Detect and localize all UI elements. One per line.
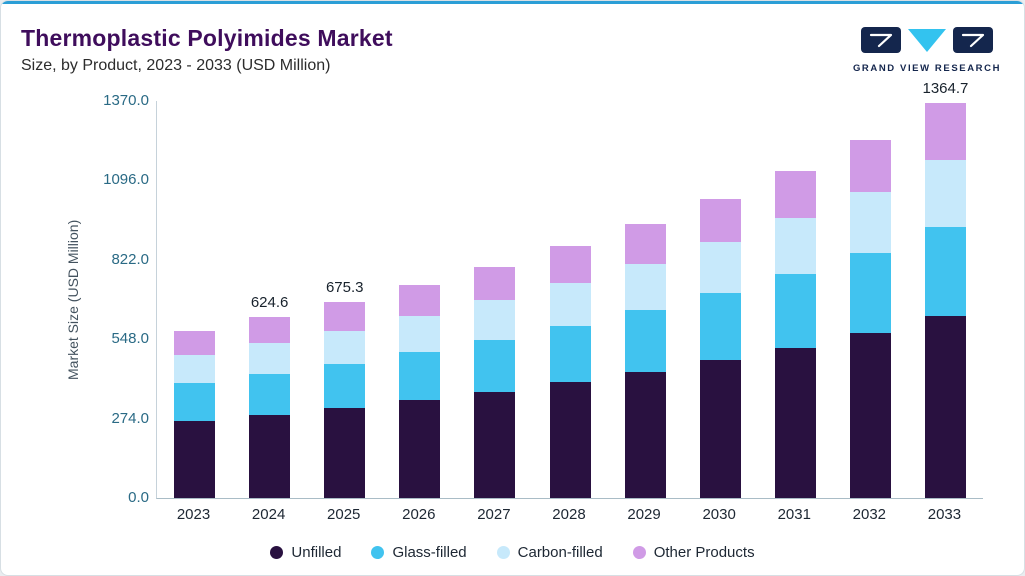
bar-segment-other-products [699,198,741,243]
x-axis-label: 2025 [327,506,361,523]
bar-segment-glass-filled [699,292,741,361]
legend-label: Other Products [653,544,755,561]
y-tick-label: 0.0 [128,489,149,506]
logo-icon [861,27,993,53]
bar-segment-carbon-filled [324,330,366,364]
page-subtitle: Size, by Product, 2023 - 2033 (USD Milli… [21,57,331,74]
bar-segment-unfilled [249,414,291,498]
x-axis-label: 2027 [477,506,511,523]
x-axis-label: 2023 [176,506,211,523]
bar-segment-glass-filled [399,352,441,401]
legend-item-unfilled: Unfilled [270,544,341,561]
bar-segment-other-products [174,330,216,355]
bar-segment-glass-filled [624,310,666,372]
legend-label: Unfilled [291,544,342,561]
bar-segment-carbon-filled [924,159,966,228]
bar-segment-glass-filled [924,227,966,317]
grand-view-research-logo: GRAND VIEW RESEARCH [852,27,1002,74]
bar-segment-other-products [849,140,891,193]
bar-2028 [549,246,591,498]
bar-segment-carbon-filled [174,354,216,384]
top-accent-bar [1,1,1024,4]
bar-segment-unfilled [699,360,741,498]
x-axis-label: 2026 [402,506,436,523]
bar-segment-glass-filled [174,383,216,421]
bar-2026 [399,285,441,498]
bar-segment-carbon-filled [774,218,816,274]
bar-2032 [849,140,891,498]
legend-dot-carbon-filled [496,546,510,559]
bar-segment-carbon-filled [849,192,891,253]
bar-segment-unfilled [549,382,591,498]
legend-label: Carbon-filled [517,544,603,561]
bar-total-label: 675.3 [325,279,364,297]
bar-segment-unfilled [324,408,366,498]
bar-segment-other-products [249,317,291,344]
y-tick-label: 548.0 [111,330,149,348]
bar-segment-unfilled [624,371,666,498]
bar-2025 [324,302,366,498]
y-axis: 0.0 274.0 548.0 822.0 1096.0 1370.0 [65,92,149,506]
legend: Unfilled Glass-filled Carbon-filled Other P… [1,544,1024,561]
legend-dot-unfilled [270,546,284,559]
bar-segment-unfilled [924,316,966,498]
y-tick-label: 822.0 [111,250,149,268]
bar-2031 [774,170,816,498]
x-axis-label: 2029 [627,506,661,523]
bar-segment-other-products [324,302,366,331]
x-axis: 2023 2024 2025 2026 2027 2028 2029 2030 2031 2032… [156,506,982,526]
bar-2027 [474,266,516,498]
x-axis-label: 2032 [852,506,887,523]
bar-total-label: 1364.7 [922,79,969,97]
bar-segment-carbon-filled [699,242,741,293]
logo-wordmark: GRAND VIEW RESEARCH [852,63,1002,74]
bar-segment-other-products [774,170,816,219]
bar-segment-glass-filled [849,252,891,334]
bar-segment-carbon-filled [549,282,591,326]
plot-area: 624.6 675.3 1364.7 [156,80,983,499]
legend-dot-other-products [632,546,646,559]
bar-segment-other-products [624,223,666,264]
x-axis-label: 2030 [702,506,736,523]
bar-segment-glass-filled [474,339,516,392]
legend-label: Glass-filled [392,544,467,561]
bar-segment-carbon-filled [249,343,291,375]
x-axis-label: 2033 [927,506,962,523]
bar-2029 [624,223,666,498]
bar-segment-unfilled [174,420,216,498]
x-axis-label: 2028 [552,506,586,523]
x-axis-label: 2031 [777,506,811,523]
legend-item-carbon-filled: Carbon-filled [496,544,603,561]
y-tick-label: 274.0 [111,409,149,427]
bar-segment-unfilled [849,333,891,498]
x-axis-label: 2024 [251,506,286,523]
bar-segment-other-products [399,285,441,317]
y-tick-label: 1096.0 [103,171,149,189]
bar-segment-carbon-filled [624,263,666,311]
bar-2023 [174,330,216,498]
page-title: Thermoplastic Polyimides Market [21,25,393,51]
bar-segment-unfilled [474,391,516,498]
bar-segment-glass-filled [324,363,366,408]
bar-2033 [924,102,966,498]
bar-segment-unfilled [399,400,441,498]
bar-segment-glass-filled [774,273,816,348]
bar-segment-other-products [924,102,966,160]
bar-segment-other-products [474,266,516,301]
legend-item-glass-filled: Glass-filled [371,544,467,561]
bar-segment-glass-filled [249,374,291,415]
bar-segment-carbon-filled [399,316,441,353]
bar-total-label: 624.6 [250,294,289,312]
legend-item-other-products: Other Products [632,544,755,561]
bar-segment-other-products [549,246,591,283]
bar-segment-carbon-filled [474,300,516,340]
y-tick-label: 1370.0 [103,92,149,109]
legend-dot-glass-filled [371,546,385,559]
bar-2024 [249,317,291,498]
bar-2030 [699,198,741,498]
bar-segment-unfilled [774,347,816,498]
bar-segment-glass-filled [549,325,591,383]
